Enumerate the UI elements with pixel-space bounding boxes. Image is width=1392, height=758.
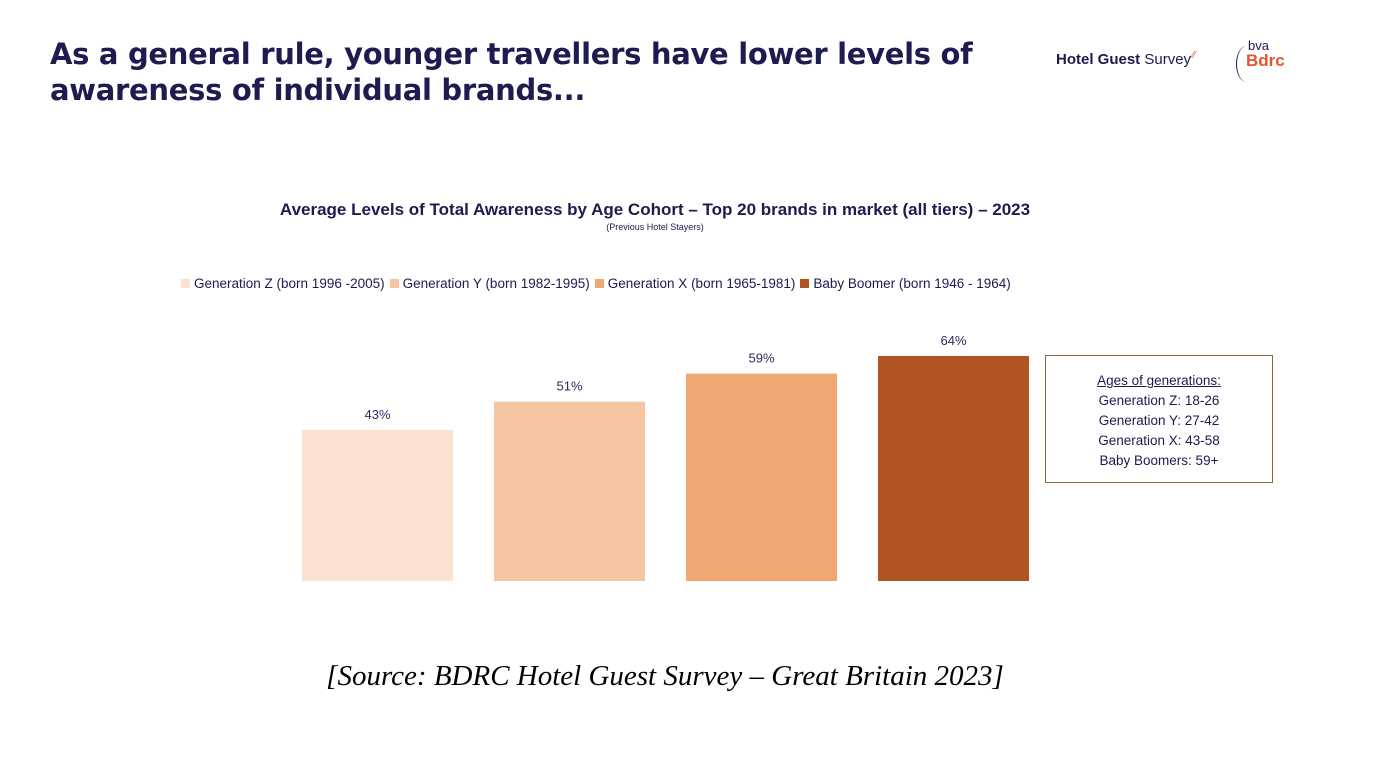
legend-swatch bbox=[594, 279, 604, 288]
source-citation: [Source: BDRC Hotel Guest Survey – Great… bbox=[326, 660, 1004, 692]
data-label: 59% bbox=[748, 351, 774, 366]
note-title: Ages of generations: bbox=[1097, 373, 1221, 388]
data-label: 43% bbox=[364, 407, 390, 422]
chart-legend: Generation Z (born 1996 -2005) Generation… bbox=[181, 276, 1016, 291]
bar bbox=[302, 429, 453, 581]
legend-swatch bbox=[181, 279, 190, 288]
chart-title: Average Levels of Total Awareness by Age… bbox=[279, 200, 1031, 219]
spark-icon: ⁄⁄ bbox=[1192, 50, 1196, 61]
legend-label: Baby Boomer (born 1946 - 1964) bbox=[813, 276, 1011, 291]
legend-label: Generation X (born 1965-1981) bbox=[607, 276, 796, 291]
generation-ages-note: Ages of generations: Generation Z: 18-26… bbox=[1045, 355, 1273, 483]
legend-label: Generation Z (born 1996 -2005) bbox=[194, 276, 385, 291]
logo-text-bold: Hotel Guest bbox=[1056, 51, 1141, 68]
slide-headline: As a general rule, younger travellers ha… bbox=[50, 37, 973, 107]
bar bbox=[686, 373, 837, 581]
data-label: 64% bbox=[940, 333, 966, 348]
legend-item: Generation X (born 1965-1981) bbox=[594, 276, 796, 291]
bva-bdrc-logo: bva Bdrc bbox=[1236, 38, 1292, 84]
legend-label: Generation Y (born 1982-1995) bbox=[402, 276, 590, 291]
legend-item: Generation Z (born 1996 -2005) bbox=[181, 276, 385, 291]
chart-subtitle: (Previous Hotel Stayers) bbox=[606, 222, 704, 232]
bar bbox=[878, 356, 1029, 581]
logo-text-regular: Survey bbox=[1144, 51, 1192, 68]
data-label: 51% bbox=[556, 379, 582, 394]
note-line: Baby Boomers: 59+ bbox=[1099, 453, 1219, 468]
logo-arc-icon bbox=[1236, 46, 1257, 82]
legend-item: Generation Y (born 1982-1995) bbox=[389, 276, 590, 291]
legend-swatch bbox=[389, 279, 399, 288]
logo-bva-text: bva bbox=[1248, 38, 1269, 53]
legend-item: Baby Boomer (born 1946 - 1964) bbox=[800, 276, 1011, 291]
legend-swatch bbox=[800, 279, 810, 288]
logo-bdrc-text: Bdrc bbox=[1246, 51, 1285, 70]
hotel-guest-survey-logo: Hotel Guest Survey⁄⁄ bbox=[1056, 50, 1195, 68]
note-line: Generation Y: 27-42 bbox=[1098, 413, 1220, 428]
note-line: Generation Z: 18-26 bbox=[1098, 393, 1220, 408]
note-line: Generation X: 43-58 bbox=[1098, 433, 1220, 448]
bar bbox=[494, 401, 645, 581]
